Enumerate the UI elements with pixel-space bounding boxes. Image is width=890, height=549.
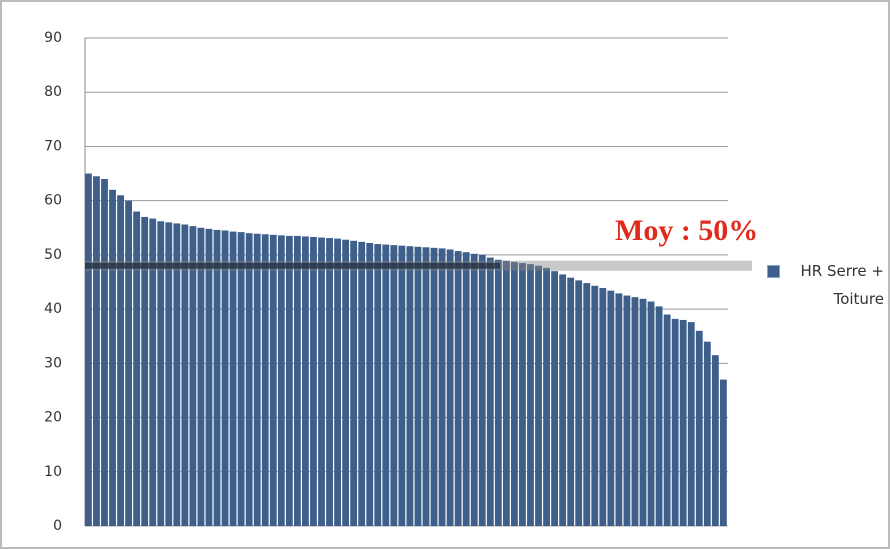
bar [446, 249, 454, 526]
bar [470, 253, 478, 526]
bar [510, 261, 518, 526]
mean-annotation: Moy : 50% [615, 214, 758, 247]
bar [133, 211, 141, 526]
bar [205, 228, 213, 526]
bar [358, 241, 366, 526]
bar [462, 252, 470, 526]
bar [390, 245, 398, 526]
y-tick-label: 90 [44, 30, 62, 46]
bar [213, 229, 221, 527]
bar [366, 242, 374, 526]
bar [398, 245, 406, 526]
bar [141, 216, 149, 526]
bar [285, 235, 293, 526]
bar [607, 290, 615, 526]
bar [109, 189, 116, 527]
bar [623, 295, 631, 526]
bar [197, 227, 205, 526]
bar [157, 221, 165, 526]
bar [454, 251, 462, 527]
bar [93, 176, 100, 526]
bar [519, 263, 526, 526]
bar [575, 280, 583, 526]
bar [486, 257, 494, 526]
legend-label: HR Serre + Toiture [800, 262, 884, 308]
y-tick-label: 60 [44, 193, 62, 209]
y-tick-label: 70 [44, 138, 62, 154]
bar [310, 236, 317, 527]
legend: HR Serre + Toiture [767, 257, 884, 313]
bar [374, 244, 382, 527]
bar [687, 322, 695, 526]
bar [245, 233, 253, 526]
y-tick-label: 40 [44, 301, 62, 317]
bar [221, 230, 229, 526]
bar [703, 341, 711, 526]
y-tick-label: 10 [44, 464, 62, 480]
bar [277, 235, 285, 526]
bar [695, 330, 703, 526]
bar [173, 223, 181, 526]
bar [494, 259, 502, 526]
bar [631, 297, 639, 526]
bar [679, 319, 687, 526]
bar [414, 246, 422, 526]
bar [535, 265, 542, 526]
bar [85, 173, 92, 527]
bar [478, 254, 486, 526]
y-tick-label: 80 [44, 84, 62, 100]
bar [543, 267, 550, 526]
bar [711, 355, 719, 526]
bar [655, 306, 663, 526]
bar [165, 222, 173, 526]
bar [639, 298, 647, 526]
bar [438, 248, 446, 527]
bar [406, 246, 414, 527]
legend-swatch [767, 265, 780, 278]
bar [302, 236, 309, 526]
bar [502, 260, 510, 526]
bar [559, 274, 567, 526]
y-tick-label: 20 [44, 410, 62, 426]
bar [326, 238, 333, 526]
bar [293, 235, 301, 526]
bar [583, 283, 591, 526]
bar [615, 293, 623, 526]
bar [342, 239, 350, 526]
bar [189, 226, 197, 526]
mean-line [85, 262, 500, 269]
bar [117, 195, 124, 526]
bar [527, 264, 534, 526]
bar [181, 224, 189, 526]
bar [591, 285, 599, 526]
bar [229, 231, 237, 526]
bar [237, 232, 245, 527]
bar [125, 200, 133, 526]
bar [149, 218, 157, 526]
bar [350, 240, 358, 526]
bar [101, 178, 108, 526]
bar [382, 244, 390, 526]
bar [422, 247, 430, 526]
y-tick-label: 30 [44, 355, 62, 371]
y-tick-label: 0 [53, 518, 62, 534]
bar [253, 233, 261, 526]
bar [269, 234, 277, 526]
bar [334, 238, 341, 526]
bar [647, 301, 655, 526]
bar [663, 314, 671, 526]
bar [261, 234, 269, 527]
bar [318, 237, 325, 526]
bar [599, 287, 607, 526]
y-tick-label: 50 [44, 247, 62, 263]
bar [671, 318, 679, 526]
bar [551, 271, 559, 526]
bar [430, 247, 438, 526]
bar [719, 379, 727, 526]
bar [567, 277, 575, 526]
